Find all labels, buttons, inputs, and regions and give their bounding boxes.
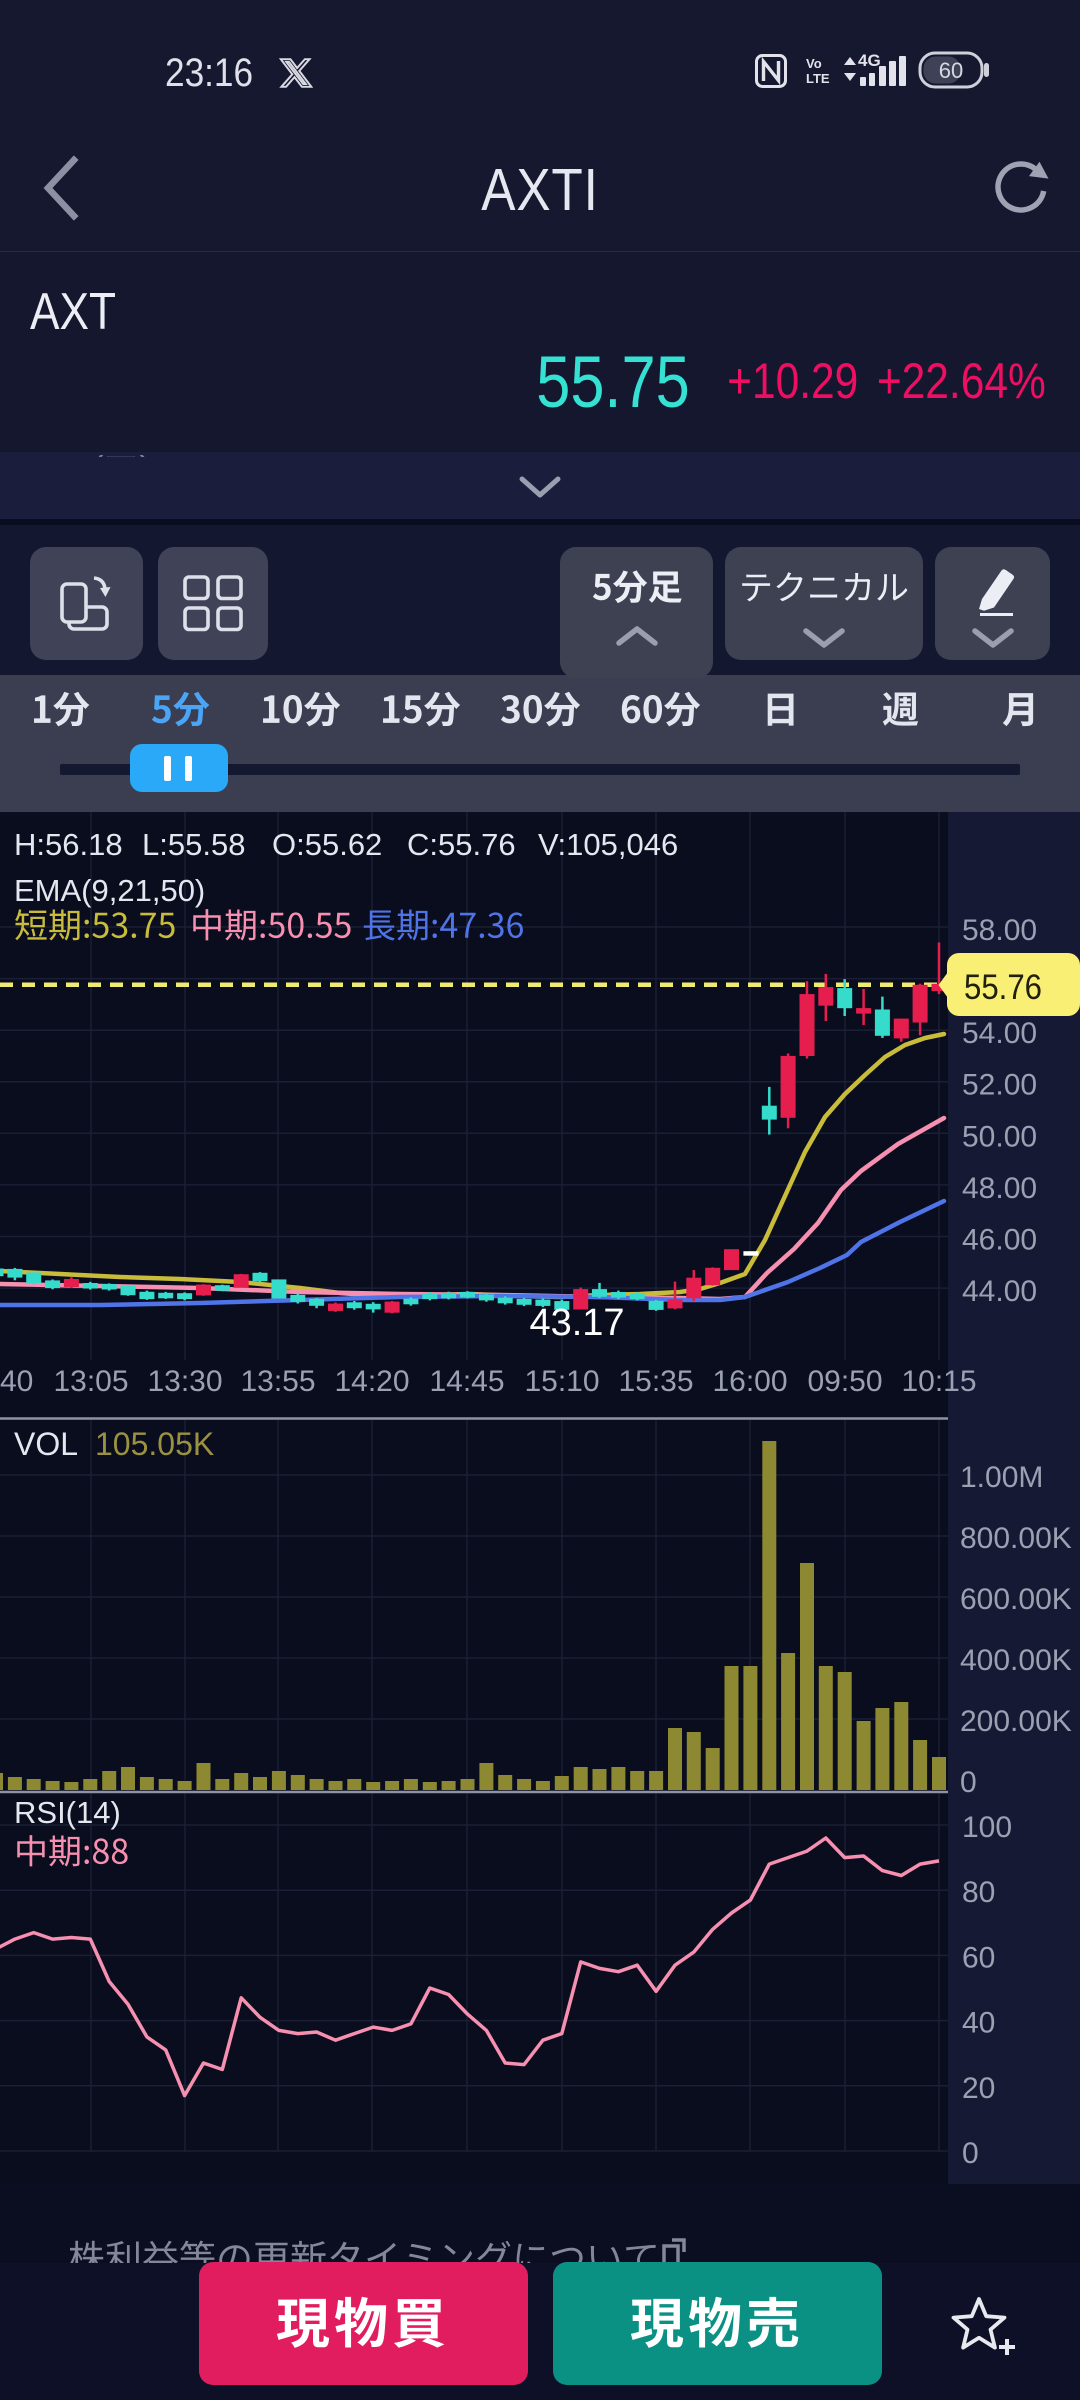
svg-text:16:00: 16:00 <box>712 1365 787 1398</box>
svg-text:0: 0 <box>960 1766 977 1799</box>
svg-text:20: 20 <box>962 2072 995 2105</box>
svg-text:54.00: 54.00 <box>962 1017 1037 1050</box>
svg-text:48.00: 48.00 <box>962 1172 1037 1205</box>
svg-text:C:55.76: C:55.76 <box>407 827 516 862</box>
svg-text:400.00K: 400.00K <box>960 1644 1072 1677</box>
svg-text:EMA(9,21,50): EMA(9,21,50) <box>14 873 205 908</box>
svg-text:40: 40 <box>0 1365 33 1398</box>
svg-text:44.00: 44.00 <box>962 1275 1037 1308</box>
svg-text:58.00: 58.00 <box>962 914 1037 947</box>
svg-text:52.00: 52.00 <box>962 1069 1037 1102</box>
svg-text:10:15: 10:15 <box>901 1365 976 1398</box>
svg-text:105.05K: 105.05K <box>95 1426 214 1462</box>
svg-text:60: 60 <box>939 58 963 83</box>
svg-text:55.76: 55.76 <box>964 968 1042 1007</box>
svg-text:60: 60 <box>962 1941 995 1974</box>
svg-text:V:105,046: V:105,046 <box>538 827 678 862</box>
svg-text:800.00K: 800.00K <box>960 1522 1072 1555</box>
svg-text:O:55.62: O:55.62 <box>272 827 382 862</box>
svg-text:VOL: VOL <box>14 1426 78 1462</box>
svg-text:15:35: 15:35 <box>618 1365 693 1398</box>
svg-text:14:45: 14:45 <box>429 1365 504 1398</box>
svg-text:80: 80 <box>962 1876 995 1909</box>
svg-text:13:05: 13:05 <box>53 1365 128 1398</box>
svg-text:13:30: 13:30 <box>147 1365 222 1398</box>
svg-text:L:55.58: L:55.58 <box>142 827 245 862</box>
svg-text:09:50: 09:50 <box>807 1365 882 1398</box>
svg-text:46.00: 46.00 <box>962 1223 1037 1256</box>
svg-text:43.17: 43.17 <box>529 1302 624 1344</box>
svg-text:200.00K: 200.00K <box>960 1705 1072 1738</box>
svg-text:H:56.18: H:56.18 <box>14 827 123 862</box>
svg-text:RSI(14): RSI(14) <box>14 1795 121 1830</box>
svg-text:13:55: 13:55 <box>240 1365 315 1398</box>
svg-text:15:10: 15:10 <box>524 1365 599 1398</box>
svg-text:14:20: 14:20 <box>334 1365 409 1398</box>
svg-text:600.00K: 600.00K <box>960 1583 1072 1616</box>
svg-text:40: 40 <box>962 2007 995 2040</box>
svg-text:1.00M: 1.00M <box>960 1461 1043 1494</box>
svg-text:100: 100 <box>962 1811 1012 1844</box>
svg-text:50.00: 50.00 <box>962 1120 1037 1153</box>
svg-text:0: 0 <box>962 2137 979 2170</box>
